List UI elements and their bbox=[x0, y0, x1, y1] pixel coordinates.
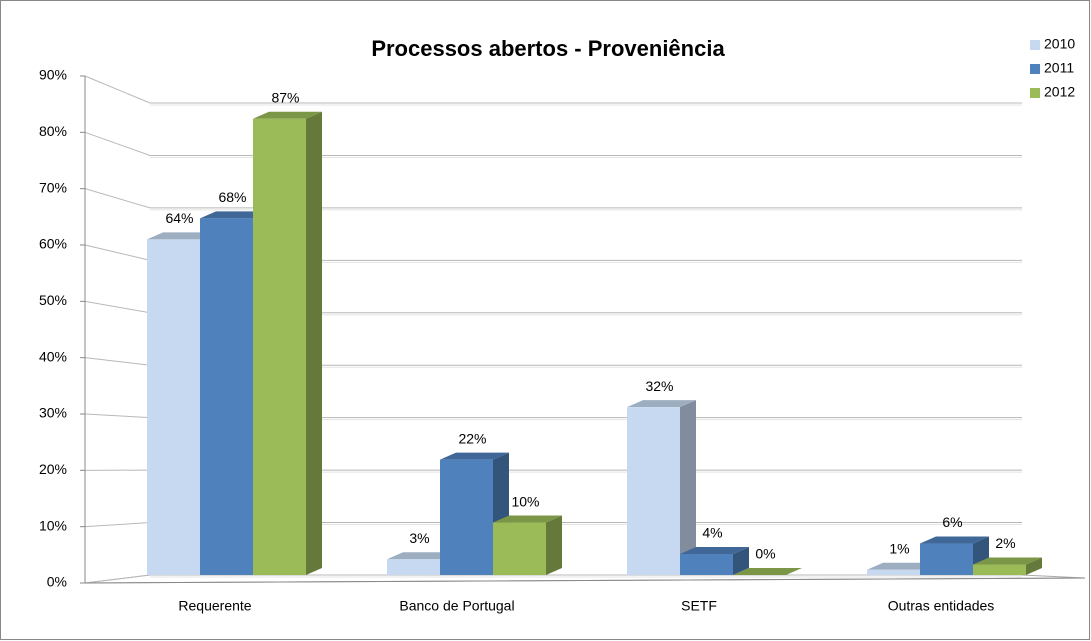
bar bbox=[920, 543, 973, 575]
bar bbox=[147, 239, 200, 575]
x-tick-label: Banco de Portugal bbox=[399, 598, 514, 614]
bar-top bbox=[920, 536, 989, 544]
bar-top bbox=[867, 562, 936, 570]
value-label: 0% bbox=[755, 546, 775, 562]
bar-side bbox=[680, 400, 696, 575]
value-label: 2% bbox=[995, 535, 1015, 551]
bar-top bbox=[200, 211, 269, 219]
value-label: 6% bbox=[942, 514, 962, 530]
legend-label: 2011 bbox=[1044, 60, 1074, 76]
bar-top bbox=[680, 547, 749, 555]
bar bbox=[627, 407, 680, 575]
value-label: 87% bbox=[271, 89, 299, 105]
y-tick-label: 10% bbox=[39, 517, 67, 533]
value-label: 3% bbox=[409, 530, 429, 546]
y-tick-label: 60% bbox=[39, 236, 67, 252]
value-label: 1% bbox=[889, 540, 909, 556]
y-tick-label: 0% bbox=[47, 574, 67, 590]
legend-label: 2012 bbox=[1044, 84, 1075, 100]
x-tick-label: Outras entidades bbox=[888, 598, 995, 614]
legend-label: 2010 bbox=[1044, 36, 1075, 52]
bar bbox=[253, 118, 306, 575]
legend-swatch bbox=[1030, 40, 1040, 50]
x-axis bbox=[84, 577, 1086, 584]
value-label: 32% bbox=[645, 378, 673, 394]
bar-side bbox=[733, 547, 749, 575]
chart-title: Processos abertos - Proveniência bbox=[371, 36, 725, 61]
y-tick-label: 50% bbox=[39, 292, 67, 308]
bar bbox=[493, 522, 546, 575]
value-label: 22% bbox=[458, 430, 486, 446]
bar-side bbox=[1026, 557, 1042, 575]
grid-line bbox=[84, 188, 1022, 209]
bar-top bbox=[253, 111, 322, 119]
bar-side bbox=[306, 111, 322, 575]
bar bbox=[680, 554, 733, 575]
legend-swatch bbox=[1030, 88, 1040, 98]
y-tick-label: 40% bbox=[39, 348, 67, 364]
value-label: 4% bbox=[702, 525, 722, 541]
bar-side bbox=[546, 515, 562, 575]
bar-top bbox=[627, 400, 696, 408]
bar bbox=[387, 559, 440, 575]
bar bbox=[973, 564, 1026, 575]
value-label: 64% bbox=[165, 210, 193, 226]
bar bbox=[200, 218, 253, 575]
grid-line bbox=[84, 131, 1022, 156]
y-tick-label: 90% bbox=[39, 67, 67, 83]
legend-swatch bbox=[1030, 64, 1040, 74]
x-tick-label: SETF bbox=[681, 598, 717, 614]
y-tick-label: 30% bbox=[39, 405, 67, 421]
bar-top bbox=[387, 552, 456, 560]
bar-top bbox=[493, 515, 562, 523]
bar-top bbox=[440, 452, 509, 460]
grid-line bbox=[84, 75, 1022, 104]
bar-top bbox=[733, 568, 802, 575]
bar-top bbox=[973, 557, 1042, 565]
value-label: 10% bbox=[511, 493, 539, 509]
y-tick-label: 20% bbox=[39, 461, 67, 477]
bar bbox=[440, 459, 493, 575]
x-tick-label: Requerente bbox=[178, 598, 251, 614]
bar-top bbox=[147, 232, 216, 240]
y-tick-label: 70% bbox=[39, 179, 67, 195]
value-label: 68% bbox=[218, 189, 246, 205]
y-tick-label: 80% bbox=[39, 123, 67, 139]
bar bbox=[867, 569, 920, 575]
